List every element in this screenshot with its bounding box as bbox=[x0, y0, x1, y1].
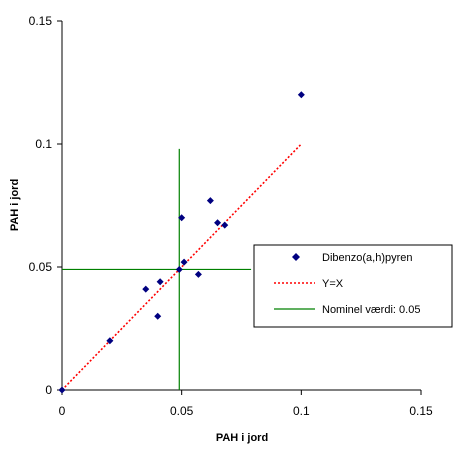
data-point bbox=[58, 386, 66, 394]
data-point bbox=[221, 221, 229, 229]
data-point bbox=[178, 214, 186, 222]
data-point bbox=[106, 337, 114, 345]
y-tick-label: 0.05 bbox=[29, 260, 53, 274]
data-point bbox=[154, 312, 162, 320]
data-point bbox=[214, 219, 222, 227]
x-tick-label: 0.1 bbox=[293, 404, 310, 418]
legend-label-yx: Y=X bbox=[322, 278, 344, 290]
y-equals-x-line bbox=[61, 143, 302, 391]
legend-label-nominel: Nominel værdi: 0.05 bbox=[322, 304, 420, 316]
data-points bbox=[58, 91, 305, 394]
x-axis-title: PAH i jord bbox=[216, 432, 268, 444]
x-tick-label: 0.05 bbox=[170, 404, 194, 418]
data-point bbox=[156, 278, 164, 286]
data-point bbox=[206, 197, 214, 205]
legend-label-dibenzo: Dibenzo(a,h)pyren bbox=[322, 252, 413, 264]
y-axis-title: PAH i jord bbox=[9, 179, 21, 231]
data-point bbox=[194, 270, 202, 278]
data-point bbox=[180, 258, 188, 266]
tick-labels: 0 0.05 0.1 0.15 0 0.05 0.1 0.15 bbox=[29, 14, 433, 418]
data-point bbox=[175, 265, 183, 273]
legend-diamond-marker bbox=[292, 253, 300, 261]
x-tick-label: 0.15 bbox=[409, 404, 433, 418]
y-tick-label: 0 bbox=[45, 383, 52, 397]
x-tick-label: 0 bbox=[59, 404, 66, 418]
data-point bbox=[297, 91, 305, 99]
axes bbox=[57, 20, 422, 395]
y-tick-label: 0.15 bbox=[29, 14, 53, 28]
y-tick-label: 0.1 bbox=[35, 137, 52, 151]
legend: Dibenzo(a,h)pyren Y=X Nominel værdi: 0.0… bbox=[253, 244, 453, 328]
legend-box bbox=[253, 244, 453, 328]
data-point bbox=[142, 285, 150, 293]
